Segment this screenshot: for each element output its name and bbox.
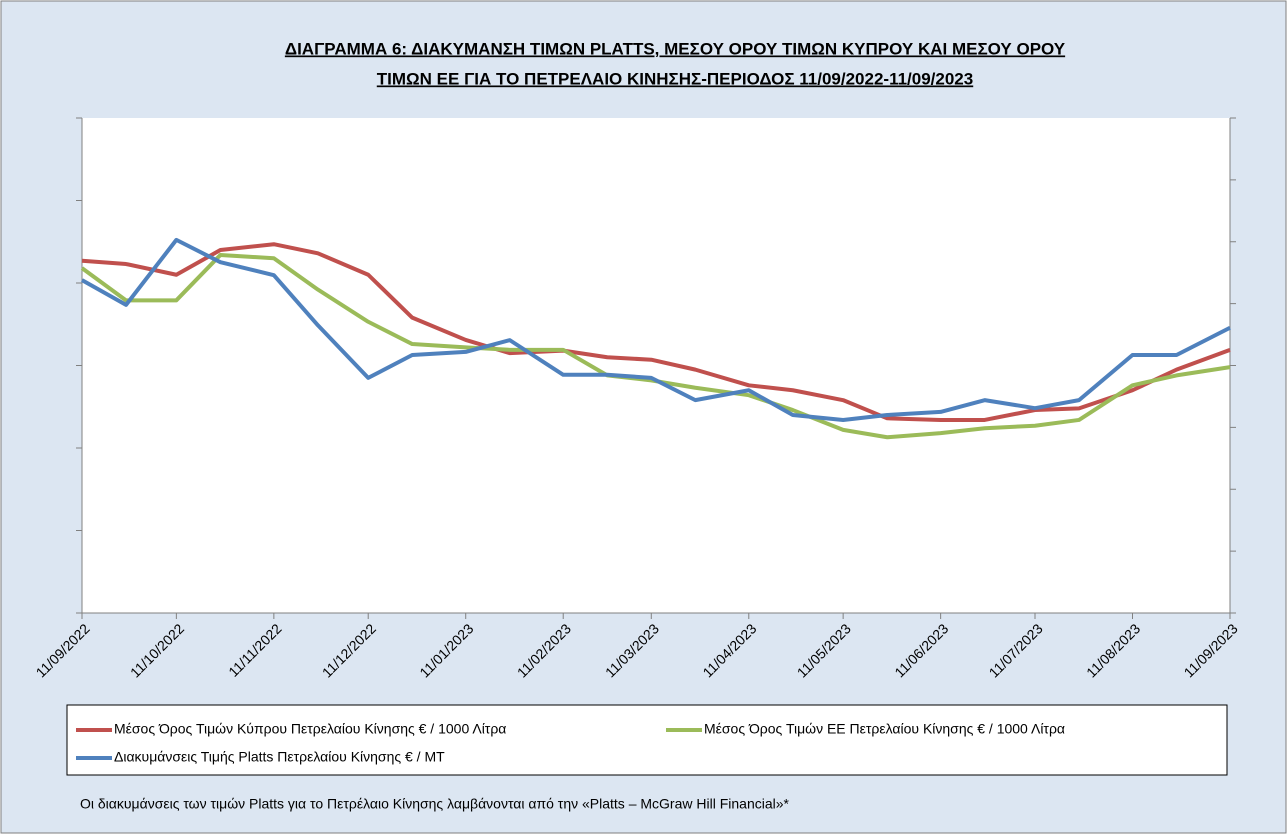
plot-area bbox=[82, 118, 1230, 613]
chart-title: ΤΙΜΩΝ ΕΕ ΓΙΑ ΤΟ ΠΕΤΡΕΛΑΙΟ ΚΙΝΗΣΗΣ-ΠΕΡΙΟΔ… bbox=[377, 69, 973, 88]
legend-label: Μέσος Όρος Τιμών Κύπρου Πετρελαίου Κίνησ… bbox=[114, 721, 506, 737]
legend bbox=[66, 704, 1228, 776]
series-line bbox=[81, 237, 1231, 422]
chart-title: ΔΙΑΓΡΑΜΜΑ 6: ΔΙΑΚΥΜΑΝΣΗ ΤΙΜΩΝ PLATTS, ΜΕ… bbox=[285, 39, 1066, 58]
series-line bbox=[80, 252, 1231, 440]
legend-label: Διακυμάνσεις Τιμής Platts Πετρελαίου Κίν… bbox=[114, 749, 445, 765]
footnote: Οι διακυμάνσεις των τιμών Platts για το … bbox=[80, 796, 790, 812]
legend-label: Μέσος Όρος Τιμών ΕΕ Πετρελαίου Κίνησης €… bbox=[704, 721, 1065, 737]
